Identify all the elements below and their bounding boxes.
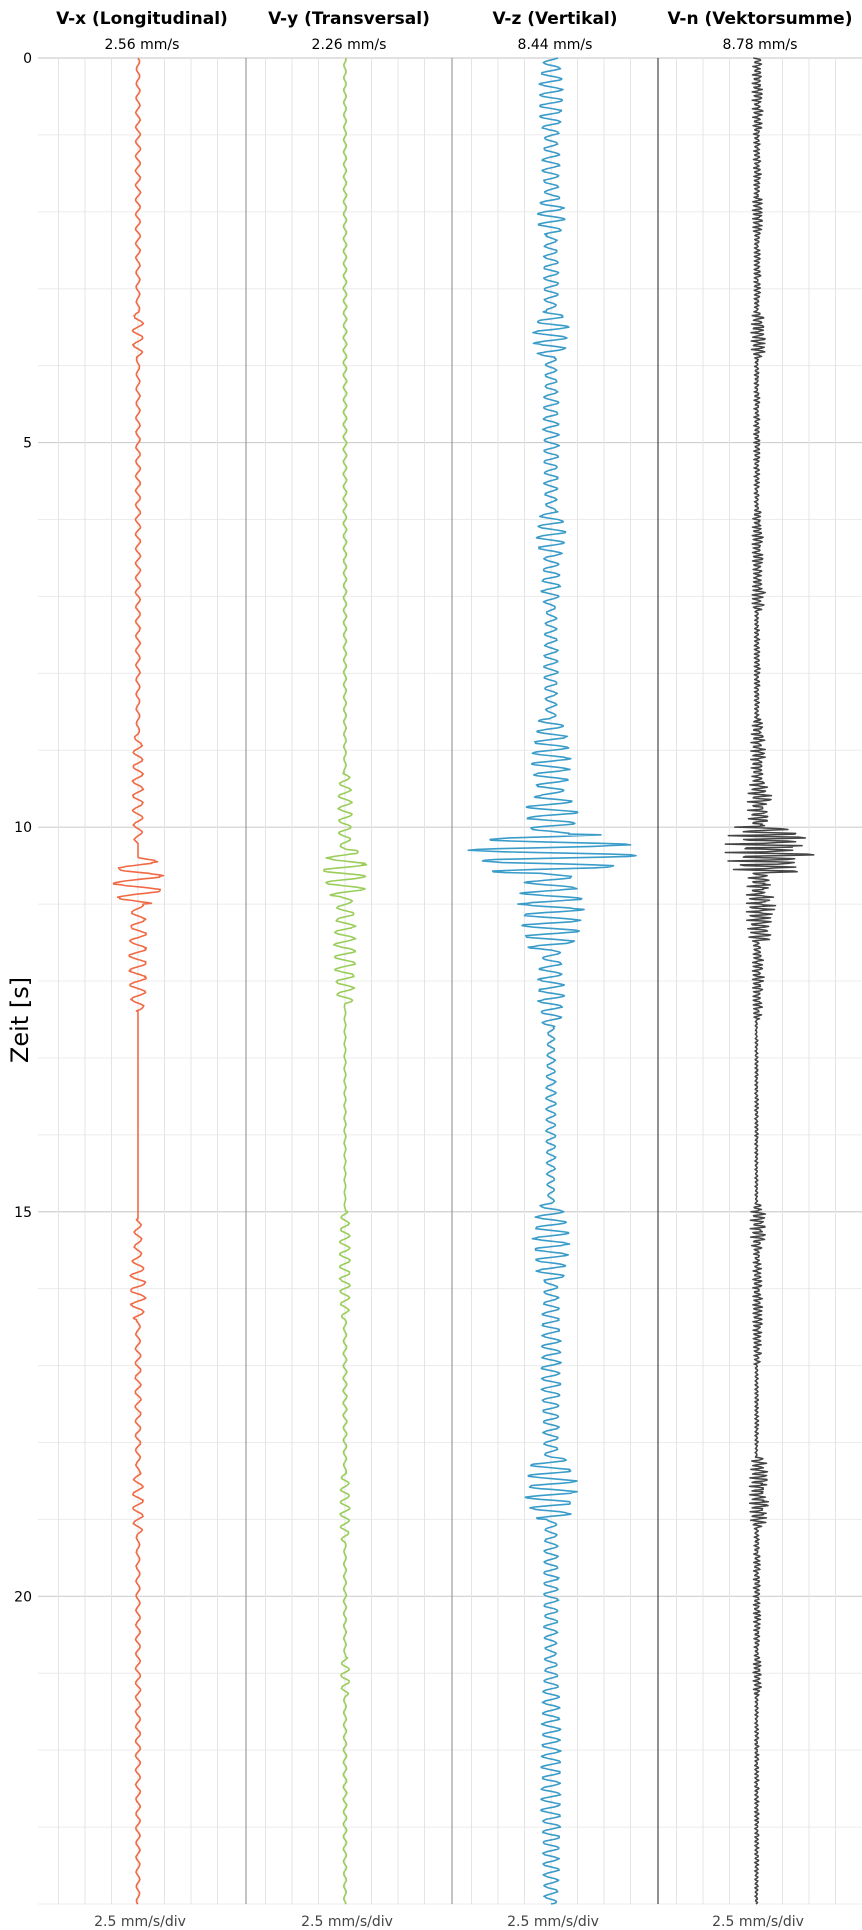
panel-title: V-y (Transversal) [268, 9, 430, 29]
scale-label: 2.5 mm/s/div [712, 1914, 804, 1930]
peak-value-label: 2.56 mm/s [105, 37, 180, 53]
velocity-trace [323, 57, 368, 1905]
scale-label: 2.5 mm/s/div [94, 1914, 186, 1930]
y-tick-label: 20 [14, 1589, 32, 1605]
peak-value-label: 8.44 mm/s [518, 37, 593, 53]
scale-label: 2.5 mm/s/div [301, 1914, 393, 1930]
y-tick-label: 0 [23, 51, 32, 67]
y-tick-label: 10 [14, 820, 32, 836]
velocity-trace [467, 57, 637, 1905]
velocity-trace [724, 57, 815, 1905]
peak-value-label: 8.78 mm/s [723, 37, 798, 53]
velocity-trace [112, 57, 165, 1905]
panel-title: V-z (Vertikal) [492, 9, 617, 29]
labels-layer: Zeit [s] 0 5 10 15 20 V-x (Longitudinal) 2.56 … [6, 9, 852, 1930]
peak-value-label: 2.26 mm/s [312, 37, 387, 53]
grid-layer [38, 57, 862, 1905]
y-tick-label: 5 [23, 436, 32, 452]
y-tick-label: 15 [14, 1205, 32, 1221]
panel-title: V-x (Longitudinal) [56, 9, 228, 29]
panel-title: V-n (Vektorsumme) [668, 9, 853, 29]
y-axis-label: Zeit [s] [6, 977, 34, 1063]
scale-label: 2.5 mm/s/div [507, 1914, 599, 1930]
traces-layer [112, 57, 815, 1905]
